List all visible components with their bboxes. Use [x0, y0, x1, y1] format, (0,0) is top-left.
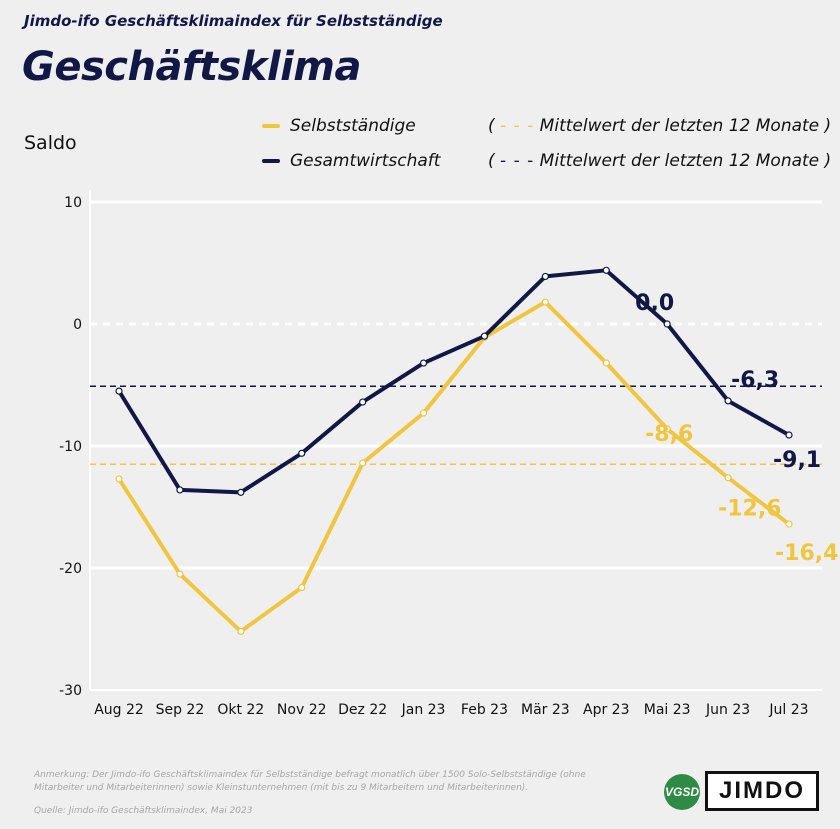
legend-mean-gesamtwirtschaft: ( - - - Mittelwert der letzten 12 Monate…: [488, 151, 831, 171]
x-tick-label: Apr 23: [583, 702, 629, 718]
y-tick-label: 10: [64, 195, 82, 211]
x-tick-label: Nov 22: [277, 702, 327, 718]
vgsd-logo: VGSD: [664, 774, 700, 810]
legend-mean-dash-gesamtwirtschaft: - - -: [500, 151, 535, 171]
source-note: Quelle: Jimdo-ifo Geschäftsklimaindex, M…: [34, 806, 253, 816]
data-point: [602, 266, 610, 274]
data-point: [724, 474, 732, 482]
data-point: [663, 425, 671, 433]
data-label: -9,1: [773, 448, 821, 473]
x-tick-label: Mai 23: [644, 702, 691, 718]
data-point: [237, 488, 245, 496]
data-point: [785, 520, 793, 528]
data-point: [724, 397, 732, 405]
jimdo-logo: JIMDO: [705, 771, 819, 811]
data-point: [115, 475, 123, 483]
y-tick-label: -20: [59, 561, 82, 577]
legend-swatch-selbststaendige: [262, 124, 280, 128]
data-point: [785, 431, 793, 439]
x-tick-label: Dez 22: [338, 702, 387, 718]
y-tick-label: 0: [73, 317, 82, 333]
data-point: [663, 320, 671, 328]
data-point: [359, 398, 367, 406]
data-point: [176, 570, 184, 578]
data-point: [419, 409, 428, 417]
data-point: [176, 486, 184, 494]
legend-mean-label-gesamtwirtschaft: Mittelwert der letzten 12 Monate: [539, 151, 820, 171]
x-tick-label: Sep 22: [156, 702, 205, 718]
x-tick-label: Jul 23: [768, 702, 808, 718]
y-tick-label: -30: [59, 683, 82, 699]
data-point: [298, 583, 306, 592]
data-point: [602, 359, 610, 367]
data-point: [541, 298, 549, 306]
data-point: [115, 387, 123, 395]
data-label: -12,6: [718, 497, 781, 522]
x-tick-label: Mär 23: [521, 702, 570, 718]
legend-mean-selbststaendige: ( - - - Mittelwert der letzten 12 Monate…: [488, 116, 831, 136]
legend-label-selbststaendige: Selbstständige: [290, 116, 416, 136]
chart-title: Geschäftsklima: [22, 44, 361, 90]
data-point: [480, 332, 489, 340]
x-tick-label: Jan 23: [401, 702, 446, 718]
series-line-selbststaendige: [117, 300, 791, 634]
chart-subtitle: Jimdo-ifo Geschäftsklimaindex für Selbst…: [24, 12, 443, 30]
legend-mean-open-paren: (: [488, 116, 495, 136]
data-label: -8,6: [645, 422, 693, 447]
x-tick-label: Aug 22: [94, 702, 144, 718]
data-point: [298, 449, 306, 457]
legend-item-gesamtwirtschaft: Gesamtwirtschaft: [262, 151, 440, 171]
footnote: Anmerkung: Der Jimdo-ifo Geschäftsklimai…: [34, 770, 586, 793]
legend-item-selbststaendige: Selbstständige: [262, 116, 416, 136]
data-label: -16,4: [775, 541, 838, 566]
legend-swatch-gesamtwirtschaft: [262, 159, 280, 163]
legend-mean-dash-selbststaendige: - - -: [500, 116, 535, 136]
data-label: -6,3: [731, 368, 779, 393]
data-point: [419, 359, 428, 367]
legend-mean-open-paren: (: [488, 151, 495, 171]
legend-label-gesamtwirtschaft: Gesamtwirtschaft: [290, 151, 441, 171]
x-tick-label: Feb 23: [461, 702, 508, 718]
x-tick-label: Jun 23: [705, 702, 750, 718]
data-label: 0,0: [635, 291, 674, 316]
y-axis-label: Saldo: [24, 132, 77, 154]
legend-mean-close-paren: ): [824, 151, 832, 171]
data-point: [359, 459, 367, 467]
y-tick-label: -10: [59, 439, 82, 455]
series-line-gesamtwirtschaft: [117, 268, 791, 495]
data-point: [541, 272, 549, 281]
legend-mean-close-paren: ): [824, 116, 832, 136]
data-point: [237, 627, 245, 636]
legend-mean-label-selbststaendige: Mittelwert der letzten 12 Monate: [539, 116, 820, 136]
x-tick-label: Okt 22: [217, 702, 264, 718]
